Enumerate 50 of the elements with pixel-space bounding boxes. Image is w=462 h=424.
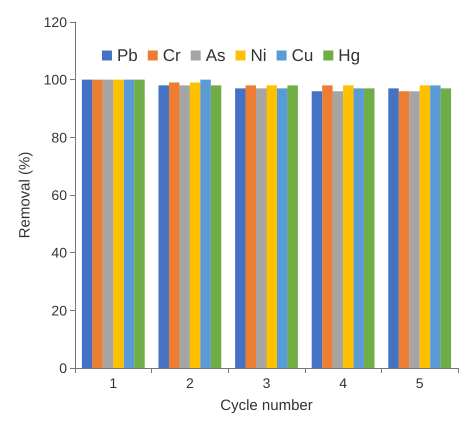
x-axis-title: Cycle number (220, 397, 313, 414)
y-axis-title: Removal (%) (16, 152, 34, 238)
bar (440, 88, 452, 368)
bar (92, 80, 103, 368)
bar (246, 85, 256, 368)
x-tick-label: 3 (262, 375, 271, 391)
bar (266, 85, 277, 368)
legend-label: Cr (162, 46, 182, 65)
bar (276, 88, 288, 368)
bar (343, 85, 354, 368)
bar (322, 85, 333, 368)
bar (124, 80, 134, 368)
x-tick-label: 5 (416, 375, 424, 391)
bar (398, 91, 410, 368)
bar (332, 91, 344, 368)
bar (102, 80, 114, 368)
y-tick-label: 60 (51, 187, 68, 203)
bar (168, 82, 180, 368)
bar (256, 88, 266, 368)
bar (364, 88, 375, 368)
bar (210, 85, 222, 368)
bar (134, 80, 145, 368)
bar (235, 88, 246, 368)
bar (409, 91, 420, 368)
bar (287, 85, 298, 368)
bar (190, 82, 200, 368)
bar (179, 85, 190, 368)
bar (113, 80, 124, 368)
y-tick-label: 100 (44, 72, 68, 88)
y-tick-label: 40 (51, 244, 68, 261)
bar (82, 80, 92, 368)
bar (420, 85, 430, 368)
legend-label: As (206, 46, 226, 65)
legend-label: Hg (338, 46, 360, 65)
legend-label: Pb (116, 46, 138, 65)
y-tick-label: 80 (51, 129, 68, 146)
legend-label: Ni (250, 46, 267, 65)
legend-label: Cu (292, 46, 314, 65)
bar (388, 88, 399, 368)
y-tick-label: 0 (59, 360, 68, 376)
bar (354, 88, 364, 368)
x-tick-label: 2 (186, 375, 194, 391)
y-tick-label: 120 (44, 14, 68, 30)
bar (430, 85, 441, 368)
y-tick-label: 20 (51, 302, 68, 318)
bar (200, 80, 211, 368)
x-tick-label: 1 (109, 375, 118, 391)
bar (158, 85, 169, 368)
x-tick-label: 4 (339, 375, 348, 391)
bar (312, 91, 322, 368)
